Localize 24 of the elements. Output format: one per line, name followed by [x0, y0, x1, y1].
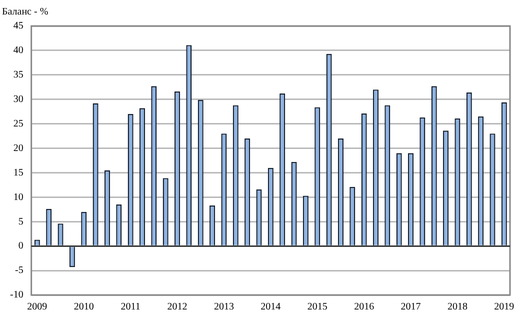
y-tick-label: 35	[13, 70, 24, 81]
y-tick-label: 25	[13, 118, 24, 130]
y-tick-label: 40	[13, 45, 24, 56]
x-tick-label: 2011	[120, 302, 140, 313]
x-tick-label: 2010	[74, 302, 94, 313]
y-axis-title: Баланс - %	[2, 6, 48, 18]
y-tick-label: 20	[13, 142, 24, 154]
x-tick-label: 2014	[260, 302, 281, 313]
y-tick-label: -5	[14, 265, 24, 276]
y-tick-label: 45	[13, 20, 24, 32]
y-tick-label: -10	[10, 290, 24, 301]
y-tick-label: 15	[13, 167, 24, 178]
x-tick-label: 2016	[354, 302, 374, 313]
y-tick-label: 10	[13, 192, 24, 203]
y-tick-label: 5	[18, 216, 24, 228]
y-tick-label: 30	[13, 94, 24, 105]
y-tick-label: 0	[18, 240, 24, 252]
x-tick-label: 2012	[167, 302, 188, 313]
x-tick-label: 2019	[494, 302, 514, 313]
x-tick-label: 2018	[447, 302, 468, 313]
x-tick-label: 2017	[400, 302, 421, 313]
x-tick-label: 2015	[307, 302, 328, 313]
x-tick-label: 2009	[27, 302, 48, 313]
x-tick-label: 2013	[214, 302, 234, 313]
